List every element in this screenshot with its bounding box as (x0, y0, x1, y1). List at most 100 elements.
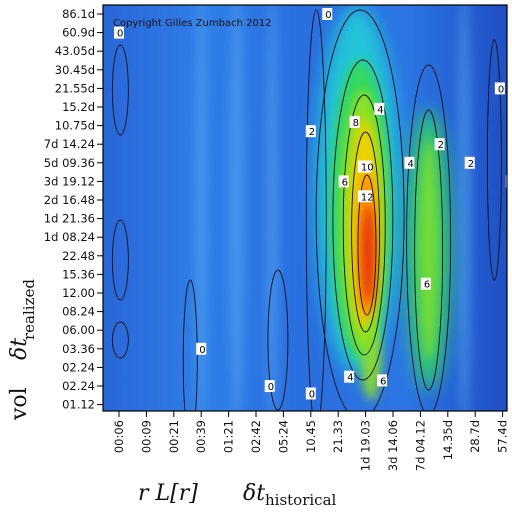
contour-line (111, 321, 129, 359)
heat-blob (228, 5, 245, 411)
y-tick-label: 15.36 (62, 267, 95, 281)
contour-label-bg (338, 175, 349, 188)
contour-label-bg (404, 156, 415, 169)
contour-label: 2 (438, 140, 444, 151)
y-axis: 86.1d 60.9d 43.05d 30.45d 21.55d 15.2d 10.75d 7… (44, 7, 103, 412)
heat-blob (195, 5, 208, 411)
y-tick-label: 86.1d (62, 7, 95, 21)
contour-label: 6 (424, 280, 430, 291)
x-axis-title: r L[r] δt historical (138, 481, 337, 509)
y-tick-label: 30.45d (55, 63, 95, 77)
y-tick-label: 15.2d (62, 100, 95, 114)
y-axis-title-left: vol (7, 387, 32, 421)
contour-label: 6 (342, 177, 348, 188)
contour-label: 10 (361, 163, 374, 174)
contour-label-bg (305, 387, 316, 400)
y-tick-label: 5d 09.36 (44, 156, 95, 170)
x-tick-label: 00:06 (112, 420, 126, 453)
y-tick-label: 2d 16.48 (44, 193, 95, 207)
contour-label-bg (305, 125, 316, 138)
contour-label: 0 (498, 84, 504, 95)
x-tick-label: 02:42 (249, 420, 263, 453)
heat-blob (418, 140, 439, 360)
x-axis: 00:06 00:09 00:21 00:39 01:21 02:42 05:24 10.45… (112, 411, 510, 471)
contour-label-bg (377, 374, 388, 387)
contour-label: 0 (309, 389, 315, 400)
contour-label: 6 (380, 376, 386, 387)
contour-label-bg (196, 342, 207, 355)
y-tick-label: 02.24 (62, 379, 95, 393)
y-tick-label: 06.00 (62, 323, 95, 337)
contour-label: 4 (347, 373, 353, 384)
x-tick-label: 3d 14.06 (386, 420, 400, 471)
contour-line (414, 109, 444, 391)
x-axis-title-left: r L[r] (138, 481, 198, 506)
x-tick-label: 1d 19.03 (359, 420, 373, 471)
contour-label-bg (357, 160, 372, 173)
contour-line (111, 219, 129, 301)
contour-label-bg (374, 102, 385, 115)
contour-label-bg (114, 26, 124, 39)
contour-line (342, 94, 386, 356)
x-tick-label: 21.33 (331, 420, 345, 453)
y-tick-label: 22.48 (62, 249, 95, 263)
contour-label-bg (322, 8, 333, 20)
x-tick-label: 14.35d (441, 420, 455, 460)
x-axis-title-symbol: δt (243, 481, 265, 506)
y-axis-title-subscript: realized (20, 279, 38, 340)
contour-line (305, 9, 327, 411)
y-tick-label: 12.00 (62, 286, 95, 300)
contour-label: 4 (377, 105, 383, 116)
contour-label: 0 (199, 345, 205, 356)
x-tick-label: 57.4d (496, 420, 510, 453)
contour-line (267, 269, 289, 411)
x-tick-label: 00:39 (194, 420, 208, 453)
heat-blob (362, 205, 375, 305)
y-tick-label: 3d 19.12 (44, 174, 95, 188)
contour-line (111, 44, 129, 136)
x-tick-label: 05:24 (276, 420, 290, 453)
plot-frame (102, 4, 508, 412)
contour-label-bg (464, 156, 475, 169)
contour-label-bg (344, 370, 355, 383)
y-tick-label: 60.9d (62, 26, 95, 40)
x-axis-title-subscript: historical (265, 491, 337, 509)
contour-label-bg (264, 380, 275, 392)
y-tick-label: 10.75d (55, 119, 95, 133)
heat-blob (361, 320, 382, 400)
contour-line (332, 59, 394, 381)
x-tick-label: 00:21 (167, 420, 181, 453)
contour-label: 4 (407, 159, 413, 170)
x-tick-label: 28.7d (468, 420, 482, 453)
contour-label: 2 (468, 159, 474, 170)
heat-blob (266, 5, 279, 411)
contour-label-bg (434, 138, 445, 151)
y-tick-label: 7d 14.24 (44, 137, 95, 151)
contour-line (315, 9, 405, 411)
y-tick-label: 1d 08.24 (44, 230, 95, 244)
contour-layer: 000000022244466681012 (111, 8, 507, 411)
contour-label: 0 (325, 10, 331, 21)
contour-label: 12 (361, 192, 374, 203)
contour-label-bg (349, 115, 360, 128)
y-tick-label: 02.24 (62, 360, 95, 374)
x-tick-label: 01:21 (222, 420, 236, 453)
contour-label: 2 (309, 127, 315, 138)
contour-line (406, 64, 452, 411)
heat-layer (195, 5, 472, 411)
y-tick-label: 43.05d (55, 44, 95, 58)
contour-label-bg (420, 277, 431, 290)
y-tick-label: 03.36 (62, 342, 95, 356)
y-tick-label: 08.24 (62, 305, 95, 319)
x-tick-label: 7d 04.12 (413, 420, 427, 471)
y-tick-label: 21.55d (55, 81, 95, 95)
contour-line (486, 39, 502, 281)
contour-line (351, 131, 381, 333)
y-tick-label: 01.12 (62, 398, 95, 412)
y-axis-title: vol δt realized (7, 279, 38, 421)
contour-label: 8 (353, 118, 359, 129)
contour-label: 0 (117, 29, 123, 40)
contour-line (182, 279, 198, 411)
contour-label: 0 (268, 382, 274, 393)
